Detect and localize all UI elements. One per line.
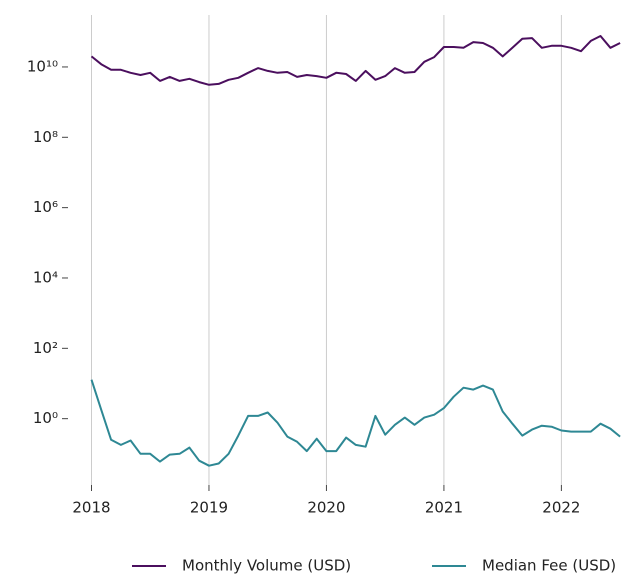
- x-tick-label: 2018: [72, 499, 110, 517]
- x-tick-label: 2021: [425, 499, 463, 517]
- y-tick-label: 10⁴: [33, 268, 58, 286]
- y-tick-label: 10⁸: [33, 128, 58, 146]
- legend-label: Monthly Volume (USD): [182, 557, 351, 575]
- x-tick-label: 2022: [542, 499, 580, 517]
- y-tick-label: 10²: [33, 339, 58, 357]
- y-tick-label: 10¹⁰: [27, 57, 58, 75]
- x-tick-label: 2020: [307, 499, 345, 517]
- x-tick-label: 2019: [190, 499, 228, 517]
- legend-label: Median Fee (USD): [482, 557, 616, 575]
- y-tick-label: 10⁶: [33, 198, 58, 216]
- y-tick-label: 10⁰: [33, 409, 58, 427]
- series-line: [90, 35, 621, 86]
- series-line: [90, 379, 621, 467]
